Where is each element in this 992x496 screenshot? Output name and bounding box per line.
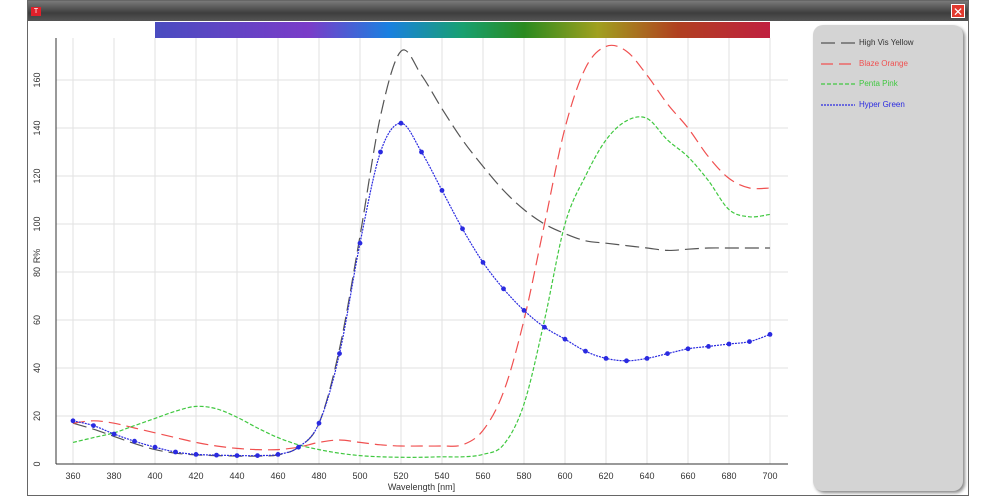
data-point xyxy=(624,358,629,364)
y-tick-label: 0 xyxy=(32,461,42,466)
y-tick-label: 120 xyxy=(32,168,42,183)
x-tick-label: 500 xyxy=(352,471,367,481)
spectrum-bar xyxy=(155,22,770,38)
data-point xyxy=(111,431,117,437)
x-tick-label: 440 xyxy=(229,471,244,481)
series-line-high-vis-yellow xyxy=(72,49,770,457)
data-point xyxy=(501,286,506,292)
x-tick-label: 640 xyxy=(639,471,654,481)
data-point xyxy=(357,240,363,246)
data-point xyxy=(439,188,445,193)
y-tick-label: 60 xyxy=(32,315,42,325)
data-point xyxy=(132,438,137,444)
data-point xyxy=(562,336,568,342)
data-point xyxy=(193,452,199,457)
x-tick-label: 420 xyxy=(188,471,203,481)
data-point xyxy=(296,444,301,450)
legend-line-icon xyxy=(821,62,855,65)
y-tick-label: 80 xyxy=(32,267,42,277)
x-tick-label: 520 xyxy=(393,471,408,481)
x-tick-label: 380 xyxy=(106,471,121,481)
legend-item: Blaze Orange xyxy=(821,56,908,72)
x-tick-label: 680 xyxy=(721,471,736,481)
plot-area: 360 380 400 420 440 460 480 500 520 540 560 580 600 6… xyxy=(32,22,788,492)
legend-label: Hyper Green xyxy=(859,99,905,109)
data-point xyxy=(275,452,281,457)
x-tick-label: 700 xyxy=(762,471,777,481)
y-axis-label: R% xyxy=(32,249,42,264)
data-point xyxy=(214,452,219,458)
data-point xyxy=(419,149,424,155)
data-point xyxy=(255,453,260,458)
y-tick-label: 100 xyxy=(32,216,42,231)
data-point xyxy=(173,449,178,455)
x-tick-label: 600 xyxy=(557,471,572,481)
data-point xyxy=(747,339,752,344)
x-tick-label: 620 xyxy=(598,471,613,481)
legend-line-icon xyxy=(821,42,855,44)
data-point xyxy=(70,418,76,424)
data-point xyxy=(316,420,322,426)
x-tick-label: 660 xyxy=(680,471,695,481)
data-point xyxy=(685,346,691,352)
x-tick-label: 540 xyxy=(434,471,449,481)
x-tick-label: 560 xyxy=(475,471,490,481)
x-tick-label: 480 xyxy=(311,471,326,481)
y-tick-label: 20 xyxy=(32,411,42,421)
data-point xyxy=(337,351,342,356)
data-point xyxy=(91,423,96,428)
x-axis-label: Wavelength [nm] xyxy=(388,482,455,492)
data-point xyxy=(644,356,650,361)
legend-label: Blaze Orange xyxy=(859,58,908,68)
data-point xyxy=(665,351,670,356)
data-point xyxy=(152,444,158,450)
legend-item: Hyper Green xyxy=(821,97,905,113)
data-point xyxy=(378,149,383,155)
data-point xyxy=(583,348,588,354)
data-point xyxy=(460,226,465,232)
data-point xyxy=(480,260,486,265)
close-button[interactable]: ✕ xyxy=(951,4,965,19)
data-point xyxy=(706,344,711,349)
data-point xyxy=(398,120,404,126)
data-point xyxy=(603,356,609,361)
legend-label: Penta Pink xyxy=(859,79,898,88)
series-line-blaze-orange xyxy=(72,44,771,451)
y-tick-label: 160 xyxy=(32,72,42,87)
legend-item: High Vis Yellow xyxy=(821,35,914,51)
series-line-penta-pink xyxy=(72,116,771,458)
data-point xyxy=(542,324,547,330)
y-tick-label: 40 xyxy=(32,363,42,373)
series-line-hyper-green xyxy=(72,122,771,457)
y-tick-label: 140 xyxy=(32,120,42,135)
data-point xyxy=(521,308,527,313)
legend-label: High Vis Yellow xyxy=(859,38,914,47)
data-point xyxy=(767,332,773,337)
title-bar: T ✕ xyxy=(28,1,968,21)
x-tick-label: 360 xyxy=(65,471,80,481)
legend-line-icon xyxy=(821,103,855,106)
legend-item: Penta Pink xyxy=(821,76,898,92)
legend-line-icon xyxy=(821,83,855,85)
data-point xyxy=(234,453,240,458)
data-point xyxy=(726,341,732,347)
app-icon: T xyxy=(31,7,41,16)
chart-window: T ✕ 360 380 400 420 440 460 480 500 520 540 560 580… xyxy=(27,0,969,496)
x-tick-label: 400 xyxy=(147,471,162,481)
x-tick-label: 460 xyxy=(270,471,285,481)
legend-panel: High Vis Yellow Blaze Orange Penta Pink Hyp… xyxy=(813,25,963,491)
x-tick-label: 580 xyxy=(516,471,531,481)
